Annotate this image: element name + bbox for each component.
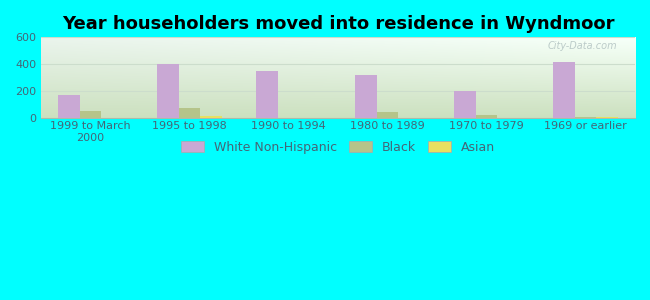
Bar bbox=[79, 111, 101, 118]
Bar bbox=[200, 116, 222, 118]
Bar bbox=[597, 117, 618, 118]
Bar bbox=[256, 71, 278, 118]
Bar bbox=[58, 95, 79, 118]
Bar bbox=[157, 64, 179, 118]
Bar bbox=[553, 61, 575, 118]
Bar bbox=[575, 117, 597, 118]
Bar bbox=[476, 115, 497, 118]
Title: Year householders moved into residence in Wyndmoor: Year householders moved into residence i… bbox=[62, 15, 614, 33]
Bar bbox=[179, 108, 200, 118]
Bar bbox=[355, 75, 376, 118]
Text: City-Data.com: City-Data.com bbox=[547, 40, 618, 51]
Bar bbox=[454, 91, 476, 118]
Bar bbox=[376, 112, 398, 118]
Legend: White Non-Hispanic, Black, Asian: White Non-Hispanic, Black, Asian bbox=[176, 136, 500, 159]
